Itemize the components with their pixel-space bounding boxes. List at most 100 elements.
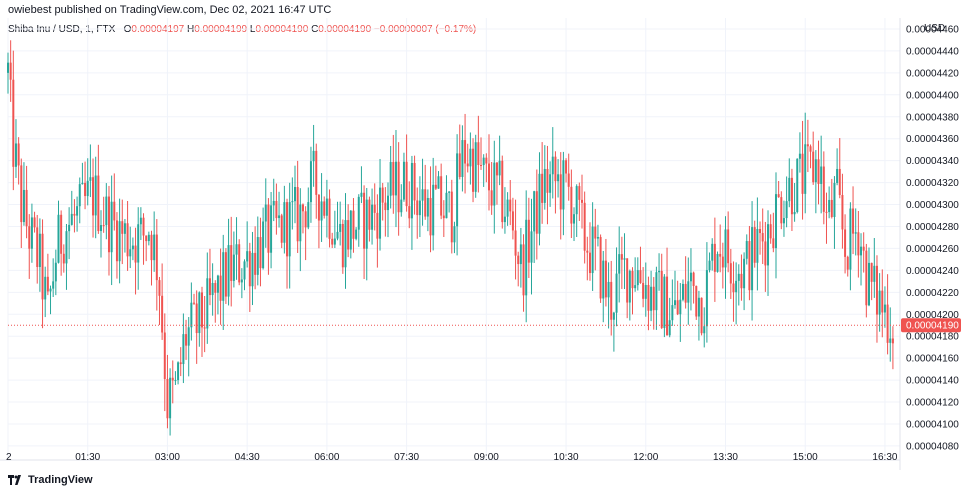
candle-body xyxy=(416,200,419,216)
chart-area[interactable]: 0.00004190 0.00004460 0.00004440 0.0000442… xyxy=(0,18,971,470)
candle-body xyxy=(20,165,23,223)
candle-body xyxy=(748,241,751,291)
candle-body xyxy=(865,250,868,306)
candle-body xyxy=(580,199,583,203)
candle-body xyxy=(22,189,25,223)
candle-body xyxy=(886,304,889,343)
candle-body xyxy=(806,144,809,147)
candle-body xyxy=(171,377,174,381)
candle-body xyxy=(299,204,302,242)
candle-body xyxy=(700,297,703,334)
candle-body xyxy=(671,305,674,321)
candle-body xyxy=(634,285,637,289)
candle-body xyxy=(293,187,296,202)
chart-legend: Shiba Inu / USD, 1, FTX O0.00004197 H0.0… xyxy=(8,24,476,36)
candle-body xyxy=(7,62,9,73)
candle-body xyxy=(400,199,403,213)
candle-body xyxy=(200,292,203,328)
candle-body xyxy=(573,214,576,224)
last-price-label: 0.00004190 xyxy=(906,321,959,332)
candle-body xyxy=(740,273,743,289)
candle-body xyxy=(721,256,724,268)
candle-body xyxy=(889,338,892,343)
candle-body xyxy=(118,221,121,262)
candle-body xyxy=(719,253,722,257)
y-tick-label: 0.00004320 xyxy=(906,178,959,189)
candle-body xyxy=(615,273,618,313)
candle-body xyxy=(562,160,565,210)
candle-body xyxy=(812,151,815,183)
candle-body xyxy=(878,290,881,315)
candle-body xyxy=(546,168,549,193)
candle-body xyxy=(881,290,884,313)
candle-body xyxy=(727,229,730,264)
candle-body xyxy=(54,262,57,282)
candle-body xyxy=(769,224,772,239)
candle-body xyxy=(745,241,748,259)
y-tick-label: 0.00004360 xyxy=(906,134,959,145)
candle-body xyxy=(291,201,294,203)
candle-body xyxy=(628,270,631,303)
candle-body xyxy=(591,226,594,274)
candle-body xyxy=(179,362,182,365)
time-axis[interactable]: 2 01:30 03:00 04:30 06:00 07:30 09:00 10:30 12:0… xyxy=(6,452,898,463)
candle-body xyxy=(780,197,783,224)
candle-body xyxy=(198,292,201,334)
candle-body xyxy=(195,303,198,334)
candle-body xyxy=(543,168,546,203)
candle-body xyxy=(642,282,645,299)
candle-body xyxy=(501,160,504,223)
candle-body xyxy=(596,237,599,239)
candle-body xyxy=(620,254,623,260)
brand-footer[interactable]: TradingView xyxy=(8,472,93,488)
candle-body xyxy=(788,177,791,202)
candle-body xyxy=(429,197,432,236)
candle-body xyxy=(517,255,520,265)
candle-body xyxy=(405,161,408,207)
candle-body xyxy=(387,195,390,211)
price-axis[interactable]: 0.00004460 0.00004440 0.00004420 0.00004400… xyxy=(906,23,959,452)
candle-body xyxy=(487,163,490,191)
candle-body xyxy=(349,210,352,250)
price-chart[interactable]: 0.00004190 0.00004460 0.00004440 0.0000442… xyxy=(0,18,971,470)
candle-body xyxy=(323,201,326,216)
candle-body xyxy=(394,161,397,196)
candle-body xyxy=(458,153,461,177)
y-tick-label: 0.00004140 xyxy=(906,376,959,387)
candle-body xyxy=(870,262,873,282)
candle-body xyxy=(320,201,323,221)
candle-body xyxy=(442,215,445,219)
candle-body xyxy=(402,161,405,200)
candle-body xyxy=(751,227,754,291)
candle-body xyxy=(62,253,65,264)
candle-body xyxy=(514,230,517,256)
candle-body xyxy=(860,246,863,256)
candle-body xyxy=(397,161,400,213)
candle-body xyxy=(833,182,836,217)
candle-body xyxy=(434,184,437,189)
candle-body xyxy=(801,153,804,194)
candle-body xyxy=(123,223,126,234)
candle-body xyxy=(695,285,698,317)
last-price-badge xyxy=(901,318,961,333)
candle-body xyxy=(599,237,602,299)
candle-body xyxy=(588,252,591,274)
candle-body xyxy=(658,270,661,273)
candle-body xyxy=(206,278,209,329)
candle-body xyxy=(166,379,169,419)
candle-body xyxy=(798,153,801,159)
candle-body xyxy=(256,237,259,275)
candle-body xyxy=(703,326,706,334)
candle-body xyxy=(503,216,506,223)
candle-body xyxy=(222,252,225,301)
candle-body xyxy=(307,202,310,228)
candle-body xyxy=(190,302,193,328)
candle-body xyxy=(100,225,103,232)
candle-body xyxy=(65,231,68,264)
candle-body xyxy=(660,270,663,328)
candle-body xyxy=(376,212,379,239)
candle-body xyxy=(49,288,52,292)
candle-body xyxy=(511,211,514,231)
candle-body xyxy=(453,226,456,243)
candle-body xyxy=(681,283,684,300)
